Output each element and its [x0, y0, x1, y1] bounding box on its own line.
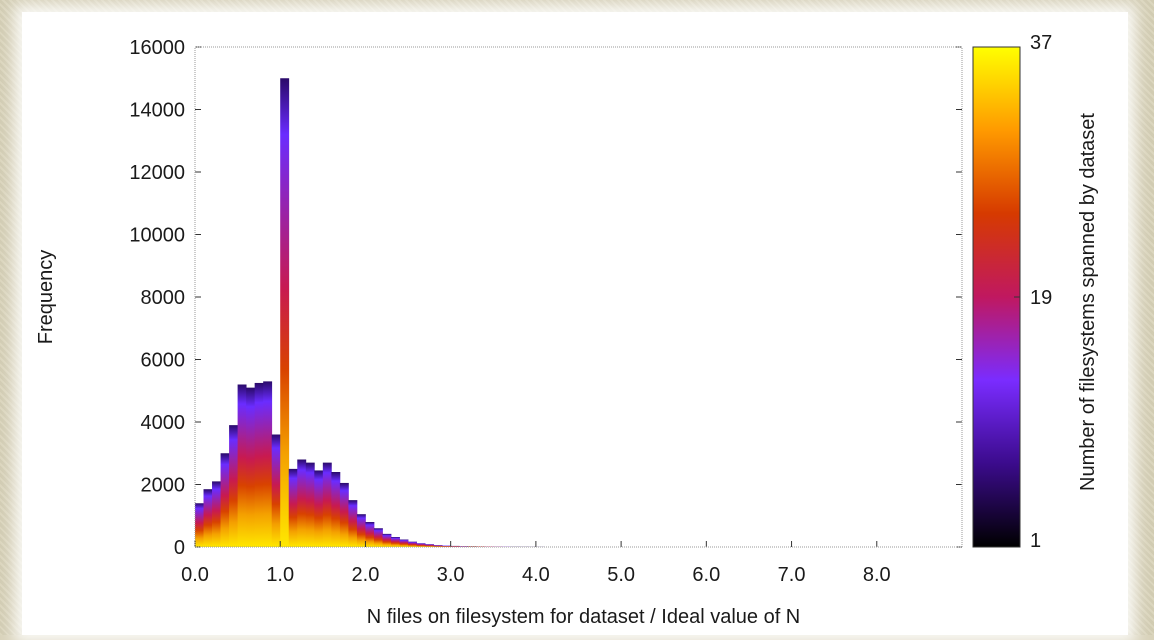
y-tick-label: 10000 [129, 225, 185, 247]
histogram-bar [382, 534, 391, 547]
colorbar-label: Number of filesystems spanned by dataset [1077, 113, 1099, 491]
y-tick-label: 0 [174, 537, 185, 559]
y-tick-label: 8000 [141, 287, 186, 309]
x-tick-label: 8.0 [863, 564, 891, 586]
colorbar-tick-label: 19 [1030, 287, 1052, 309]
x-tick-label: 5.0 [607, 564, 635, 586]
histogram-bar [229, 425, 238, 547]
x-tick-label: 0.0 [181, 564, 209, 586]
x-tick-label: 7.0 [778, 564, 806, 586]
y-axis-label: Frequency [35, 250, 57, 345]
x-axis-label: N files on filesystem for dataset / Idea… [367, 606, 801, 628]
histogram-bar [365, 522, 374, 547]
histogram-bar [323, 463, 332, 547]
histogram-bar [306, 463, 315, 547]
histogram-bar [289, 469, 298, 547]
histogram-bar [374, 528, 383, 547]
colorbar-tick-label: 1 [1030, 530, 1041, 552]
histogram-bar [391, 537, 400, 547]
y-tick-label: 6000 [141, 350, 186, 372]
y-tick-label: 4000 [141, 412, 186, 434]
histogram-bars [195, 78, 545, 547]
x-tick-label: 4.0 [522, 564, 550, 586]
chart-panel: 0 2000 4000 6000 8000 10000 12000 14000 16000 0.… [22, 12, 1128, 635]
colorbar-tick-label: 37 [1030, 32, 1052, 54]
x-tick-label: 1.0 [266, 564, 294, 586]
histogram-bar [408, 542, 417, 547]
y-tick-label: 2000 [141, 475, 186, 497]
histogram-bar [238, 385, 247, 548]
histogram-bar [212, 481, 221, 547]
histogram-bar [314, 470, 323, 547]
colorbar [973, 47, 1020, 547]
histogram-bar [348, 500, 357, 547]
histogram-chart: 0 2000 4000 6000 8000 10000 12000 14000 16000 0.… [22, 12, 1128, 635]
x-tick-label: 6.0 [692, 564, 720, 586]
y-tick-label: 16000 [129, 37, 185, 59]
histogram-bar [400, 540, 409, 548]
histogram-bar [246, 388, 255, 547]
histogram-bar [204, 489, 213, 547]
histogram-bar [280, 78, 289, 547]
histogram-bar [331, 472, 340, 547]
histogram-bar [195, 503, 204, 547]
x-tick-label: 3.0 [437, 564, 465, 586]
histogram-bar [272, 435, 281, 548]
histogram-bar [255, 383, 264, 547]
histogram-bar [417, 543, 426, 547]
histogram-bar [357, 514, 366, 547]
histogram-bar [297, 460, 306, 548]
histogram-bar [221, 453, 230, 547]
y-tick-label: 12000 [129, 162, 185, 184]
histogram-bar [263, 381, 272, 547]
x-tick-label: 2.0 [352, 564, 380, 586]
y-tick-label: 14000 [129, 100, 185, 122]
histogram-bar [340, 483, 349, 547]
x-axis-ticks: 0.0 1.0 2.0 3.0 4.0 5.0 6.0 7.0 8.0 [181, 541, 891, 586]
